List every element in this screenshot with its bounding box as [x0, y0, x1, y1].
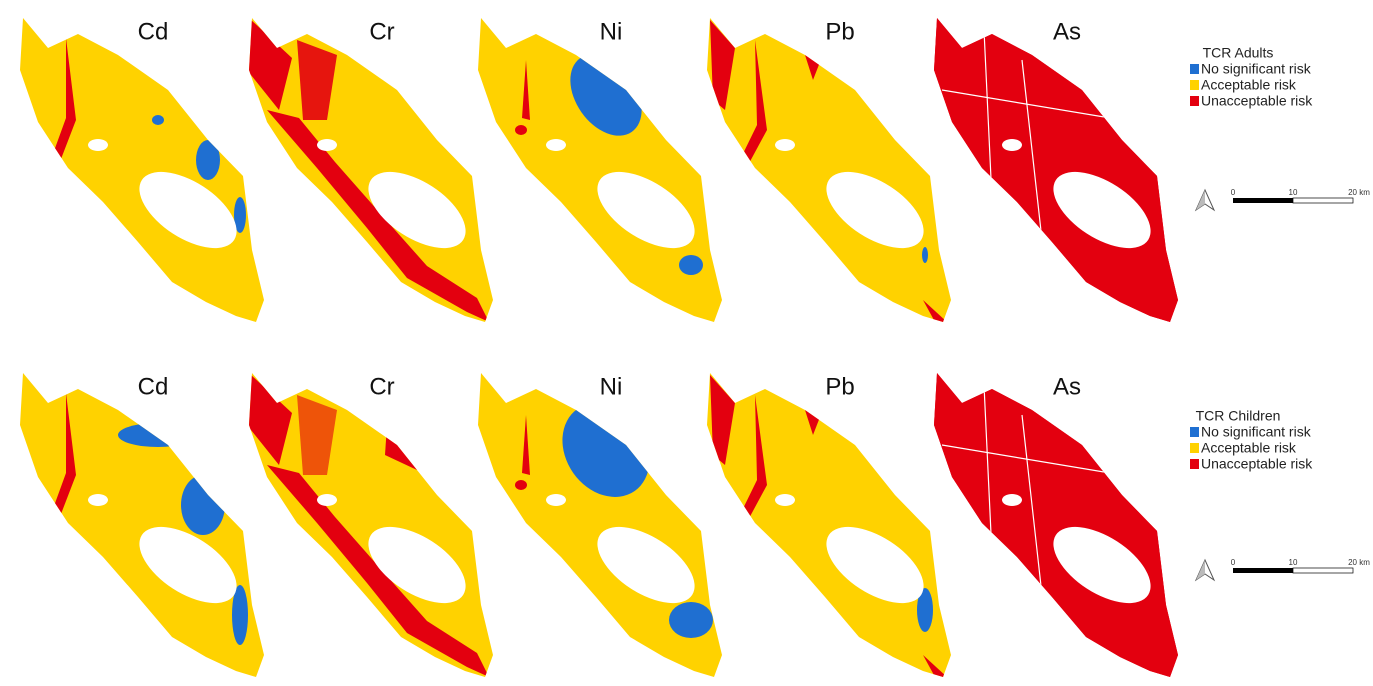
map-panel: Cd [20, 373, 264, 677]
legend-item: Acceptable risk [1201, 77, 1297, 93]
panel-title: Cr [369, 373, 394, 400]
panel-title: Pb [825, 18, 854, 45]
region [707, 18, 951, 322]
panel-title: Cd [138, 18, 169, 45]
region [20, 373, 264, 677]
map-panel: Pb [707, 373, 951, 677]
risk-area [181, 475, 225, 535]
risk-overlay [922, 0, 1182, 330]
lake [1002, 494, 1022, 506]
panel-title: Pb [825, 373, 854, 400]
legend-item: Acceptable risk [1201, 440, 1297, 456]
lake [775, 139, 795, 151]
legend-swatch [1190, 64, 1199, 74]
risk-area [515, 480, 527, 490]
legend-swatch [1190, 96, 1199, 106]
map-panel: Cr [247, 18, 493, 322]
lake [546, 494, 566, 506]
legend-item: No significant risk [1201, 61, 1312, 77]
legend-item: No significant risk [1201, 424, 1312, 440]
map-panel: Ni [478, 373, 722, 677]
scale-bar [1293, 198, 1353, 203]
legend-item: Unacceptable risk [1201, 456, 1313, 472]
panel-title: Ni [600, 373, 623, 400]
figure: CdCrNiPbAsTCR AdultsNo significant riskA… [0, 0, 1373, 686]
risk-area [679, 255, 703, 275]
legend-swatch [1190, 459, 1199, 469]
risk-area [922, 355, 1182, 685]
map-panel: Cd [20, 18, 264, 322]
legend-title: TCR Children [1196, 408, 1281, 424]
legend-title: TCR Adults [1203, 45, 1274, 61]
panel-title: As [1053, 18, 1081, 45]
legend-item: Unacceptable risk [1201, 93, 1313, 109]
scale-label: 0 [1231, 188, 1236, 197]
map-panel: Pb [707, 18, 951, 322]
risk-overlay [922, 355, 1182, 685]
scale-bar [1293, 568, 1353, 573]
legend-swatch [1190, 443, 1199, 453]
scale-label: 0 [1231, 558, 1236, 567]
scale-label: 10 [1289, 558, 1298, 567]
lake [317, 494, 337, 506]
map-panel: As [922, 355, 1182, 685]
panel-title: Ni [600, 18, 623, 45]
region [20, 18, 264, 322]
scale-bar [1233, 198, 1293, 203]
region [478, 18, 722, 322]
risk-area [196, 140, 220, 180]
lake [1002, 139, 1022, 151]
map-panel: Ni [478, 18, 722, 322]
legend-swatch [1190, 80, 1199, 90]
risk-area [34, 493, 42, 517]
panel-title: Cd [138, 373, 169, 400]
scale-label: 20 km [1348, 188, 1370, 197]
lake [546, 139, 566, 151]
risk-area [922, 0, 1182, 330]
map-panel: As [922, 0, 1182, 330]
risk-area [922, 247, 928, 263]
lake [775, 494, 795, 506]
scale-label: 20 km [1348, 558, 1370, 567]
panel-title: Cr [369, 18, 394, 45]
legend: TCR ChildrenNo significant riskAcceptabl… [1190, 408, 1313, 472]
panel-title: As [1053, 373, 1081, 400]
lake [317, 139, 337, 151]
risk-area [515, 125, 527, 135]
lake [88, 494, 108, 506]
risk-area [118, 423, 198, 447]
lake [88, 139, 108, 151]
legend-swatch [1190, 427, 1199, 437]
map-panel: Cr [247, 373, 493, 677]
risk-area [669, 602, 713, 638]
region [707, 373, 951, 677]
scale-label: 10 [1289, 188, 1298, 197]
scale-bar [1233, 568, 1293, 573]
risk-area [152, 115, 164, 125]
